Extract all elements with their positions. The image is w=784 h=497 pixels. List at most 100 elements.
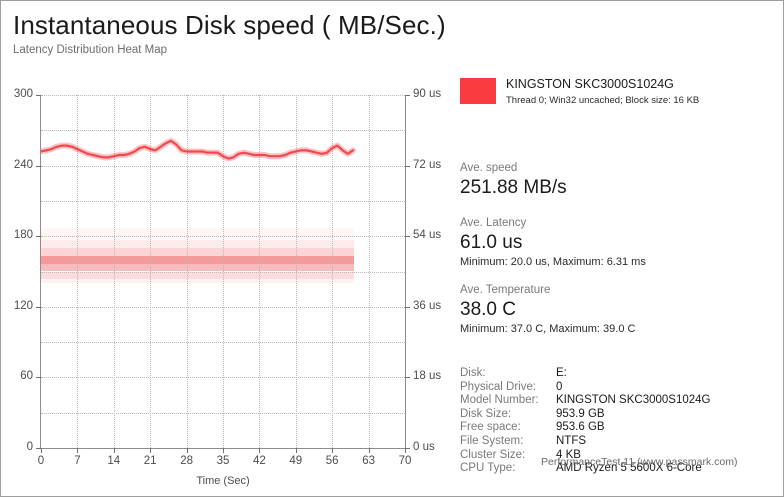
gridline-vertical	[113, 95, 115, 448]
x-axis-tick	[186, 448, 188, 453]
x-axis-tick-label: 7	[74, 455, 81, 467]
table-row: Disk Size: 953.9 GB	[460, 408, 782, 422]
info-value: KINGSTON SKC3000S1024G	[556, 394, 711, 407]
table-row: Physical Drive: 0	[460, 381, 782, 395]
y-axis-left-tick-label: 60	[20, 370, 33, 383]
stat-average-latency: Ave. Latency 61.0 us Minimum: 20.0 us, M…	[460, 216, 646, 270]
x-axis-tick-label: 63	[362, 455, 375, 467]
page-title: Instantaneous Disk speed ( MB/Sec.)	[13, 10, 446, 40]
legend: KINGSTON SKC3000S1024G Thread 0; Win32 u…	[460, 77, 780, 107]
info-key: File System:	[460, 434, 524, 447]
info-key: CPU Type:	[460, 462, 516, 475]
page-subtitle: Latency Distribution Heat Map	[13, 44, 168, 56]
info-value: E:	[556, 367, 567, 379]
y-axis-right-tick	[405, 377, 410, 379]
x-axis-tick-label: 35	[216, 455, 230, 467]
table-row: Cluster Size: 4 KB	[460, 449, 782, 463]
speed-line-series	[41, 137, 356, 162]
table-row: Free space: 953.6 GB	[460, 421, 782, 435]
stat-average-temperature-value: 38.0 C	[460, 299, 516, 320]
gridline-vertical	[332, 95, 334, 448]
gridline-vertical	[295, 95, 297, 448]
chart-header: Instantaneous Disk speed ( MB/Sec.) Late…	[13, 9, 446, 57]
y-axis-right-tick	[405, 448, 410, 449]
gridline-vertical	[150, 95, 152, 448]
info-key: Free space:	[460, 421, 521, 434]
y-axis-left-tick-label: 180	[13, 229, 33, 242]
x-axis-tick	[223, 448, 224, 453]
x-axis-tick-label: 42	[252, 455, 266, 467]
x-axis-tick-label: 14	[107, 455, 121, 467]
x-axis-tick-label: 21	[143, 455, 157, 467]
stat-average-temperature-range: Minimum: 37.0 C, Maximum: 39.0 C	[460, 323, 636, 335]
info-value: 4 KB	[556, 448, 581, 461]
disk-info-table: Disk: E: Physical Drive: 0 Model Number: KING…	[460, 367, 782, 476]
y-axis-right-tick-label: 72 us	[413, 158, 442, 171]
y-axis-left-tick-label: 0	[26, 441, 33, 453]
stat-average-latency-label: Ave. Latency	[460, 217, 527, 229]
heatmap-band	[41, 255, 354, 264]
gridline-vertical	[223, 95, 224, 448]
heatmap-band	[41, 247, 354, 256]
heatmap-band	[41, 279, 354, 284]
x-axis-tick-label: 0	[37, 455, 45, 467]
stat-average-latency-value: 61.0 us	[460, 232, 523, 253]
info-value: 953.6 GB	[556, 421, 605, 434]
info-key: Cluster Size:	[460, 448, 526, 461]
y-axis-right-line	[405, 95, 406, 449]
table-row: File System: NTFS	[460, 435, 782, 449]
heatmap-band	[41, 228, 354, 241]
x-axis-tick-label: 70	[398, 455, 412, 467]
x-axis-tick	[41, 448, 42, 453]
y-axis-left-tick	[36, 95, 41, 96]
x-axis-tick-label: 28	[180, 455, 193, 467]
info-key: Disk:	[460, 367, 486, 379]
x-axis-tick	[295, 448, 297, 453]
stat-average-speed-label: Ave. speed	[460, 162, 518, 174]
y-axis-right-tick	[405, 165, 410, 167]
info-value: 0	[556, 380, 563, 393]
table-row: CPU Type: AMD Ryzen 5 5600X 6-Core	[460, 462, 782, 476]
heatmap-band	[41, 271, 354, 280]
gridline-vertical	[368, 95, 370, 448]
y-axis-left-tick	[36, 377, 41, 379]
y-axis-right-tick-label: 54 us	[413, 229, 442, 242]
gridline-vertical	[77, 95, 79, 448]
stat-average-latency-range: Minimum: 20.0 us, Maximum: 6.31 ms	[460, 256, 646, 268]
table-row: Disk: E:	[460, 367, 782, 381]
plot-area	[36, 95, 410, 453]
table-row: Model Number: KINGSTON SKC3000S1024G	[460, 394, 782, 408]
info-value: NTFS	[556, 434, 587, 447]
legend-series-name: KINGSTON SKC3000S1024G	[506, 77, 674, 91]
legend-text: KINGSTON SKC3000S1024G Thread 0; Win32 u…	[506, 77, 699, 107]
y-axis-right-tick	[405, 95, 410, 96]
gridline-vertical	[186, 95, 188, 448]
y-axis-left-line	[40, 95, 41, 449]
info-key: Model Number:	[460, 394, 539, 407]
y-axis-left-tick-label: 240	[13, 158, 33, 171]
x-axis-tick	[77, 448, 79, 453]
x-axis-tick	[405, 448, 406, 453]
info-key: Disk Size:	[460, 407, 512, 420]
stat-average-temperature-label: Ave. Temperature	[460, 284, 551, 296]
x-axis-tick	[259, 448, 261, 453]
y-axis-right-tick-label: 90 us	[413, 88, 442, 100]
y-axis-right-tick-label: 36 us	[413, 299, 442, 312]
legend-color-swatch	[460, 78, 496, 104]
y-axis-right-tick-label: 0 us	[413, 441, 435, 453]
legend-panel: KINGSTON SKC3000S1024G Thread 0; Win32 u…	[460, 77, 780, 107]
x-axis-tick-label: 49	[289, 455, 303, 467]
x-axis-tick-label: 56	[325, 455, 339, 467]
info-value: 953.9 GB	[556, 407, 605, 420]
x-axis-tick	[368, 448, 370, 453]
y-axis-left-tick-label: 120	[13, 299, 33, 312]
legend-series-detail: Thread 0; Win32 uncached; Block size: 16…	[506, 95, 700, 106]
gridline-vertical	[259, 95, 261, 448]
x-axis-title: Time (Sec)	[196, 475, 250, 487]
y-axis-left-tick	[36, 236, 41, 238]
stat-average-temperature: Ave. Temperature 38.0 C Minimum: 37.0 C,…	[460, 283, 635, 337]
y-axis-right-tick-label: 18 us	[413, 370, 442, 383]
heatmap-band	[41, 263, 354, 272]
x-axis-tick	[150, 448, 152, 453]
